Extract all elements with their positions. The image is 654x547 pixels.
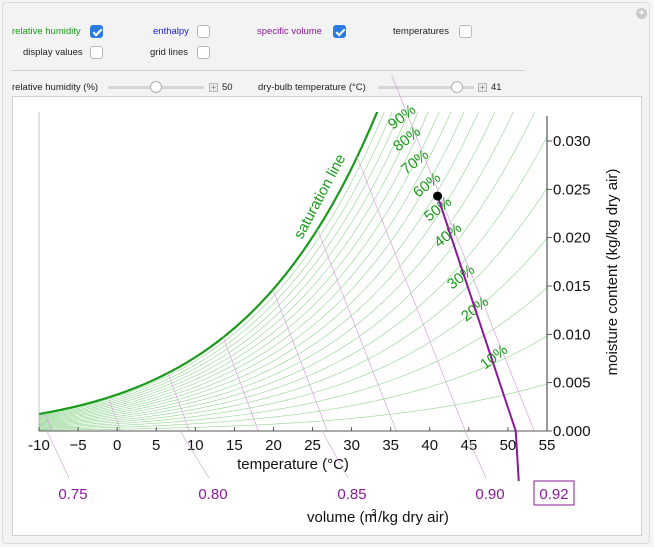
rh-curve-95 [39,112,385,416]
enthalpy-label: enthalpy [153,26,189,37]
volume-tick-label: 0.75 [58,486,87,503]
rh-curve-60 [39,112,452,422]
rh-curve-5 [39,383,547,431]
control-separator [11,70,525,71]
volume-axis-exponent: 3 [371,508,377,519]
rh-curve-85 [39,112,401,417]
grid-lines-label: grid lines [150,47,189,58]
x-tick-label: 40 [421,437,438,454]
rh-curve-75 [39,112,419,419]
db-slider-plus-icon[interactable]: + [478,83,487,92]
x-tick-label: 25 [304,437,321,454]
y-tick-label: 0.010 [553,326,591,343]
volume-axis-title: volume (m [307,509,377,526]
temperatures-label: temperatures [393,26,449,37]
volume-tick-line [46,430,70,479]
y-tick-label: 0.005 [553,375,591,392]
rh-curve-15 [39,287,547,429]
db-slider-value: 41 [491,82,502,93]
saturation-curve [39,112,379,416]
rh-curve-65 [39,112,440,421]
volume-line-1 [108,397,121,432]
volume-tick-line [179,430,210,479]
x-axis-title: temperature (°C) [237,456,349,473]
rh-curve-10 [39,335,547,430]
db-slider-thumb[interactable] [450,81,463,93]
display-values-label: display values [23,47,83,58]
volume-tick-label: 0.80 [198,486,227,503]
volume-line-7 [391,75,535,432]
specific-volume-checkbox[interactable] [333,25,346,38]
rh-curve-40 [39,112,514,425]
y-tick-label: 0.000 [553,423,591,440]
saturation-line-label: saturation line [291,151,350,241]
x-tick-label: 15 [226,437,243,454]
volume-tick-line [321,430,349,479]
volume-tick-label: 0.90 [475,486,504,503]
x-tick-label: 10 [187,437,204,454]
state-volume-line [436,195,517,432]
rh-curve-20 [39,237,547,428]
rh-curve-50 [39,112,479,423]
rh-slider-label: relative humidity (%) [12,82,99,93]
grid-lines-checkbox[interactable] [197,46,210,59]
x-tick-label: −5 [70,437,87,454]
plot-frame [12,96,642,536]
volume-line-0 [44,412,52,432]
x-tick-label: 50 [500,437,517,454]
relative-humidity-label: relative humidity [12,26,81,37]
rh-curve-80 [39,112,410,418]
rh-curve-45 [39,112,496,424]
rh-curve-25 [39,187,547,428]
volume-tick-line [464,430,487,479]
state-volume-box [533,480,575,506]
expand-plus-icon[interactable]: + [636,8,647,19]
x-tick-label: 55 [539,437,556,454]
state-volume-line-tail [514,430,520,482]
x-tick-label: 5 [152,437,160,454]
x-tick-label: 30 [343,437,360,454]
display-values-checkbox[interactable] [90,46,103,59]
db-slider-label: dry-bulb temperature (°C) [258,82,366,93]
rh-slider-thumb[interactable] [150,81,162,93]
volume-line-3 [222,337,259,432]
y-tick-label: 0.020 [553,230,591,247]
x-tick-label: -10 [28,437,50,454]
y-axis-title: moisture content (kg/kg dry air) [604,169,621,376]
rh-curve-30 [39,136,547,427]
temperatures-checkbox[interactable] [459,25,472,38]
rh-curve-70 [39,112,429,420]
rh-slider-plus-icon[interactable]: + [209,83,218,92]
specific-volume-label: specific volume [257,26,322,37]
x-tick-label: 35 [382,437,399,454]
volume-tick-label: 0.85 [337,486,366,503]
x-tick-label: 20 [265,437,282,454]
y-tick-label: 0.025 [553,181,591,198]
volume-line-4 [272,289,328,432]
state-point [433,191,443,201]
volume-line-6 [356,156,466,432]
volume-axis-title-rest: /kg dry air) [378,509,449,526]
y-tick-label: 0.015 [553,278,591,295]
rh-curve-55 [39,112,465,422]
state-volume-value: 0.92 [539,486,568,503]
y-tick-label: 0.030 [553,133,591,150]
rh-slider-value: 50 [222,82,233,93]
enthalpy-checkbox[interactable] [197,25,210,38]
rh-curve-90 [39,112,393,416]
volume-line-2 [167,372,190,432]
relative-humidity-checkbox[interactable] [90,25,103,38]
x-tick-label: 0 [113,437,121,454]
volume-line-5 [317,229,397,432]
db-slider-track[interactable] [378,86,474,89]
